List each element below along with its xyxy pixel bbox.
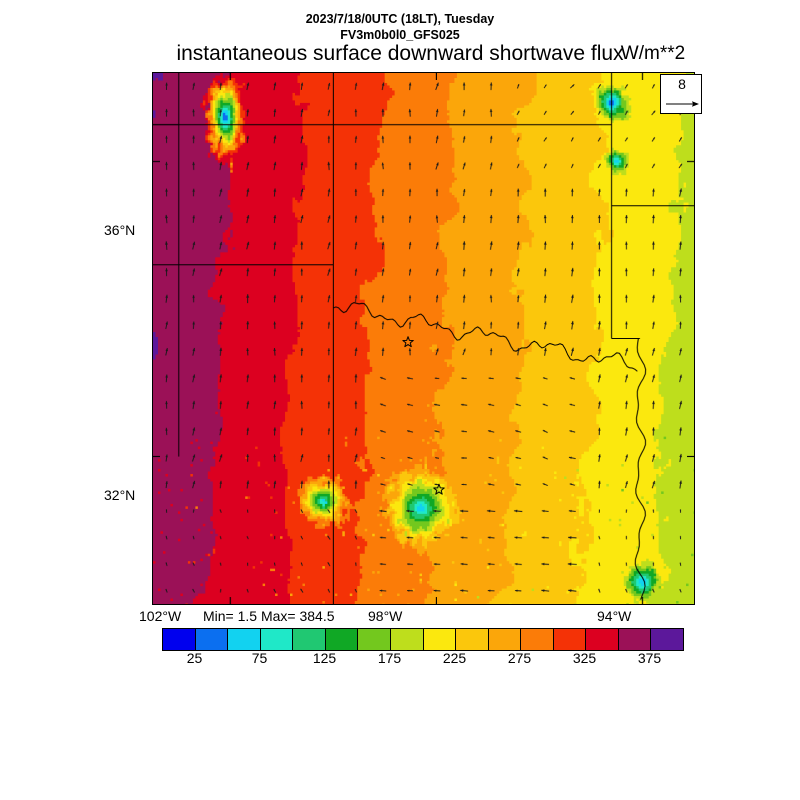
colorbar-segment [651,629,683,650]
vector-reference-value: 8 [678,76,686,92]
colorbar-segment [456,629,489,650]
colorbar-tick: 275 [507,650,532,666]
colorbar-tick: 25 [186,650,203,666]
colorbar-segment [488,629,522,650]
colorbar-segment [618,629,652,650]
colorbar-segment [553,629,587,650]
colorbar-segment [423,629,457,650]
colorbar-segment [228,629,261,650]
colorbar [162,628,684,651]
colorbar-segment [390,629,424,650]
colorbar-segment [260,629,294,650]
units-label: W/m**2 [620,43,686,64]
lon-tick-94w: 94°W [597,608,632,624]
colorbar-tick: 75 [251,650,268,666]
colorbar-tick: 175 [377,650,402,666]
lon-tick-102w: 102°W [139,608,182,624]
colorbar-segment [521,629,554,650]
model-name-header: FV3m0b0l0_GFS025 [340,28,460,42]
lat-tick-36n: 36°N [104,222,136,238]
shortwave-flux-field-canvas [153,73,694,604]
colorbar-tick: 225 [442,650,467,666]
title-row: instantaneous surface downward shortwave… [0,42,800,70]
colorbar-segment [586,629,619,650]
colorbar-segment [358,629,391,650]
colorbar-segment [325,629,359,650]
map-plot-area[interactable] [152,72,695,605]
colorbar-segment [195,629,229,650]
colorbar-tick: 325 [572,650,597,666]
valid-time-header: 2023/7/18/0UTC (18LT), Tuesday [305,12,495,26]
lat-tick-32n: 32°N [104,487,136,503]
colorbar-tick-labels: 25 75 125 175 225 275 325 375 [162,650,682,670]
vector-reference-legend: 8 [660,74,702,114]
page-title: instantaneous surface downward shortwave… [176,42,624,65]
colorbar-tick: 375 [637,650,662,666]
colorbar-tick: 125 [312,650,337,666]
lon-tick-98w: 98°W [368,608,403,624]
colorbar-segment [293,629,326,650]
colorbar-segment [163,629,196,650]
min-max-stats: Min= 1.5 Max= 384.5 [203,608,335,624]
reference-vector-arrow-icon [666,101,699,107]
